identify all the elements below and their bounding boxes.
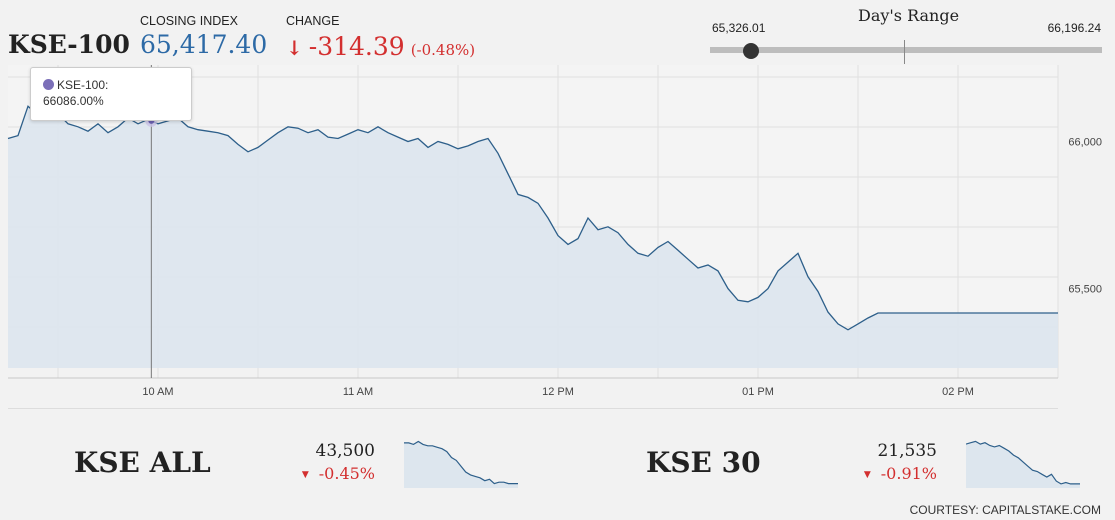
series-dot-icon — [43, 79, 54, 90]
sub-index-change: ▼ -0.45% — [301, 464, 375, 483]
y-tick-label: 66,000 — [1068, 136, 1102, 148]
days-range-high: 66,196.24 — [1047, 21, 1101, 35]
change-label: CHANGE — [286, 14, 340, 28]
sparkline-line — [404, 440, 518, 485]
sparkline-area — [404, 441, 518, 488]
x-tick-label: 02 PM — [942, 386, 974, 398]
sub-index-sparkline — [966, 440, 1080, 488]
sub-index-name: KSE 30 — [646, 446, 761, 479]
down-arrow-icon: ↓ — [286, 36, 303, 60]
index-name: KSE-100 — [8, 30, 130, 59]
chart-tooltip: KSE-100: 66086.00% — [30, 67, 192, 121]
tooltip-value: 66086.00% — [43, 94, 104, 108]
x-tick-label: 01 PM — [742, 386, 774, 398]
series-area — [8, 106, 1058, 368]
x-tick-label: 11 AM — [343, 386, 373, 398]
tooltip-series: KSE-100: — [57, 78, 109, 92]
change-percent: (-0.48%) — [410, 41, 476, 59]
intraday-chart[interactable]: 10 AM 11 AM 12 PM 01 PM 02 PM 66,000 65,500 — [0, 60, 1115, 400]
closing-index-label: CLOSING INDEX — [140, 14, 238, 28]
sparkline-area — [966, 441, 1080, 488]
days-range-title: Day's Range — [858, 6, 960, 25]
sub-index-sparkline — [404, 440, 518, 488]
days-range-track — [710, 47, 1102, 53]
change-row: ↓ -314.39 (-0.48%) — [286, 32, 475, 61]
x-tick-label: 10 AM — [142, 386, 173, 398]
section-divider — [8, 408, 1058, 409]
days-range-low: 65,326.01 — [712, 21, 766, 35]
x-tick-label: 12 PM — [542, 386, 574, 398]
sub-index-value: 43,500 — [315, 441, 375, 461]
sparkline-line — [966, 440, 1080, 485]
days-range-midpoint — [904, 40, 905, 64]
closing-index-value: 65,417.40 — [140, 30, 268, 59]
sub-index-name: KSE ALL — [74, 446, 211, 479]
down-triangle-icon: ▼ — [301, 470, 309, 480]
change-value: -314.39 — [308, 32, 405, 61]
source-credit: COURTESY: CAPITALSTAKE.COM — [909, 503, 1101, 517]
days-range-marker — [743, 43, 760, 59]
sub-index-change: ▼ -0.91% — [863, 464, 937, 483]
down-triangle-icon: ▼ — [863, 470, 871, 480]
sub-index-value: 21,535 — [877, 441, 937, 461]
y-tick-label: 65,500 — [1068, 284, 1102, 296]
